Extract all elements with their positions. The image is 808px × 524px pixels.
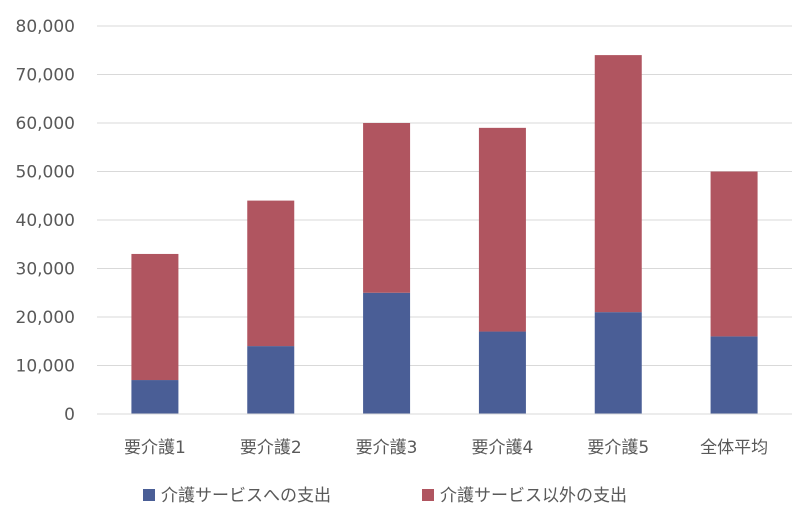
legend-swatch: [422, 489, 434, 501]
legend-label: 介護サービス以外の支出: [440, 486, 627, 506]
bar-segment-series-2: [247, 200, 295, 347]
y-tick-label: 50,000: [16, 163, 75, 183]
bar-segment-series-1: [710, 336, 758, 414]
x-category-label: 要介護2: [240, 438, 302, 458]
y-tick-label: 70,000: [16, 66, 75, 86]
bar-segment-series-1: [594, 312, 642, 414]
x-axis: 要介護1 要介護2 要介護3 要介護4 要介護5 全体平均: [97, 413, 792, 458]
bar-segment-series-2: [363, 123, 411, 293]
legend-label: 介護サービスへの支出: [161, 486, 331, 506]
legend: 介護サービスへの支出 介護サービス以外の支出: [143, 486, 627, 506]
bar-segment-series-1: [247, 346, 295, 414]
bar-segment-series-2: [478, 127, 526, 332]
y-axis: 0 10,000 20,000 30,000 40,000 50,000 60,000 70,…: [16, 17, 75, 425]
y-tick-label: 80,000: [16, 17, 75, 37]
x-category-label: 要介護3: [356, 438, 418, 458]
bar-segment-series-1: [478, 331, 526, 414]
y-tick-label: 20,000: [16, 308, 75, 328]
x-category-label: 要介護1: [124, 438, 186, 458]
bar-segment-series-1: [131, 380, 179, 414]
y-tick-label: 10,000: [16, 357, 75, 377]
x-category-label: 要介護5: [587, 438, 649, 458]
x-category-label: 要介護4: [472, 438, 534, 458]
bar-segment-series-2: [594, 55, 642, 313]
bar-segment-series-2: [710, 171, 758, 337]
bar-segment-series-1: [363, 292, 411, 414]
y-tick-label: 0: [64, 405, 75, 425]
bars: [131, 55, 758, 414]
x-category-label: 全体平均: [700, 438, 768, 458]
legend-swatch: [143, 489, 155, 501]
y-tick-label: 40,000: [16, 211, 75, 231]
y-tick-label: 30,000: [16, 260, 75, 280]
bar-segment-series-2: [131, 253, 179, 381]
y-tick-label: 60,000: [16, 114, 75, 134]
gridlines: [97, 25, 792, 366]
